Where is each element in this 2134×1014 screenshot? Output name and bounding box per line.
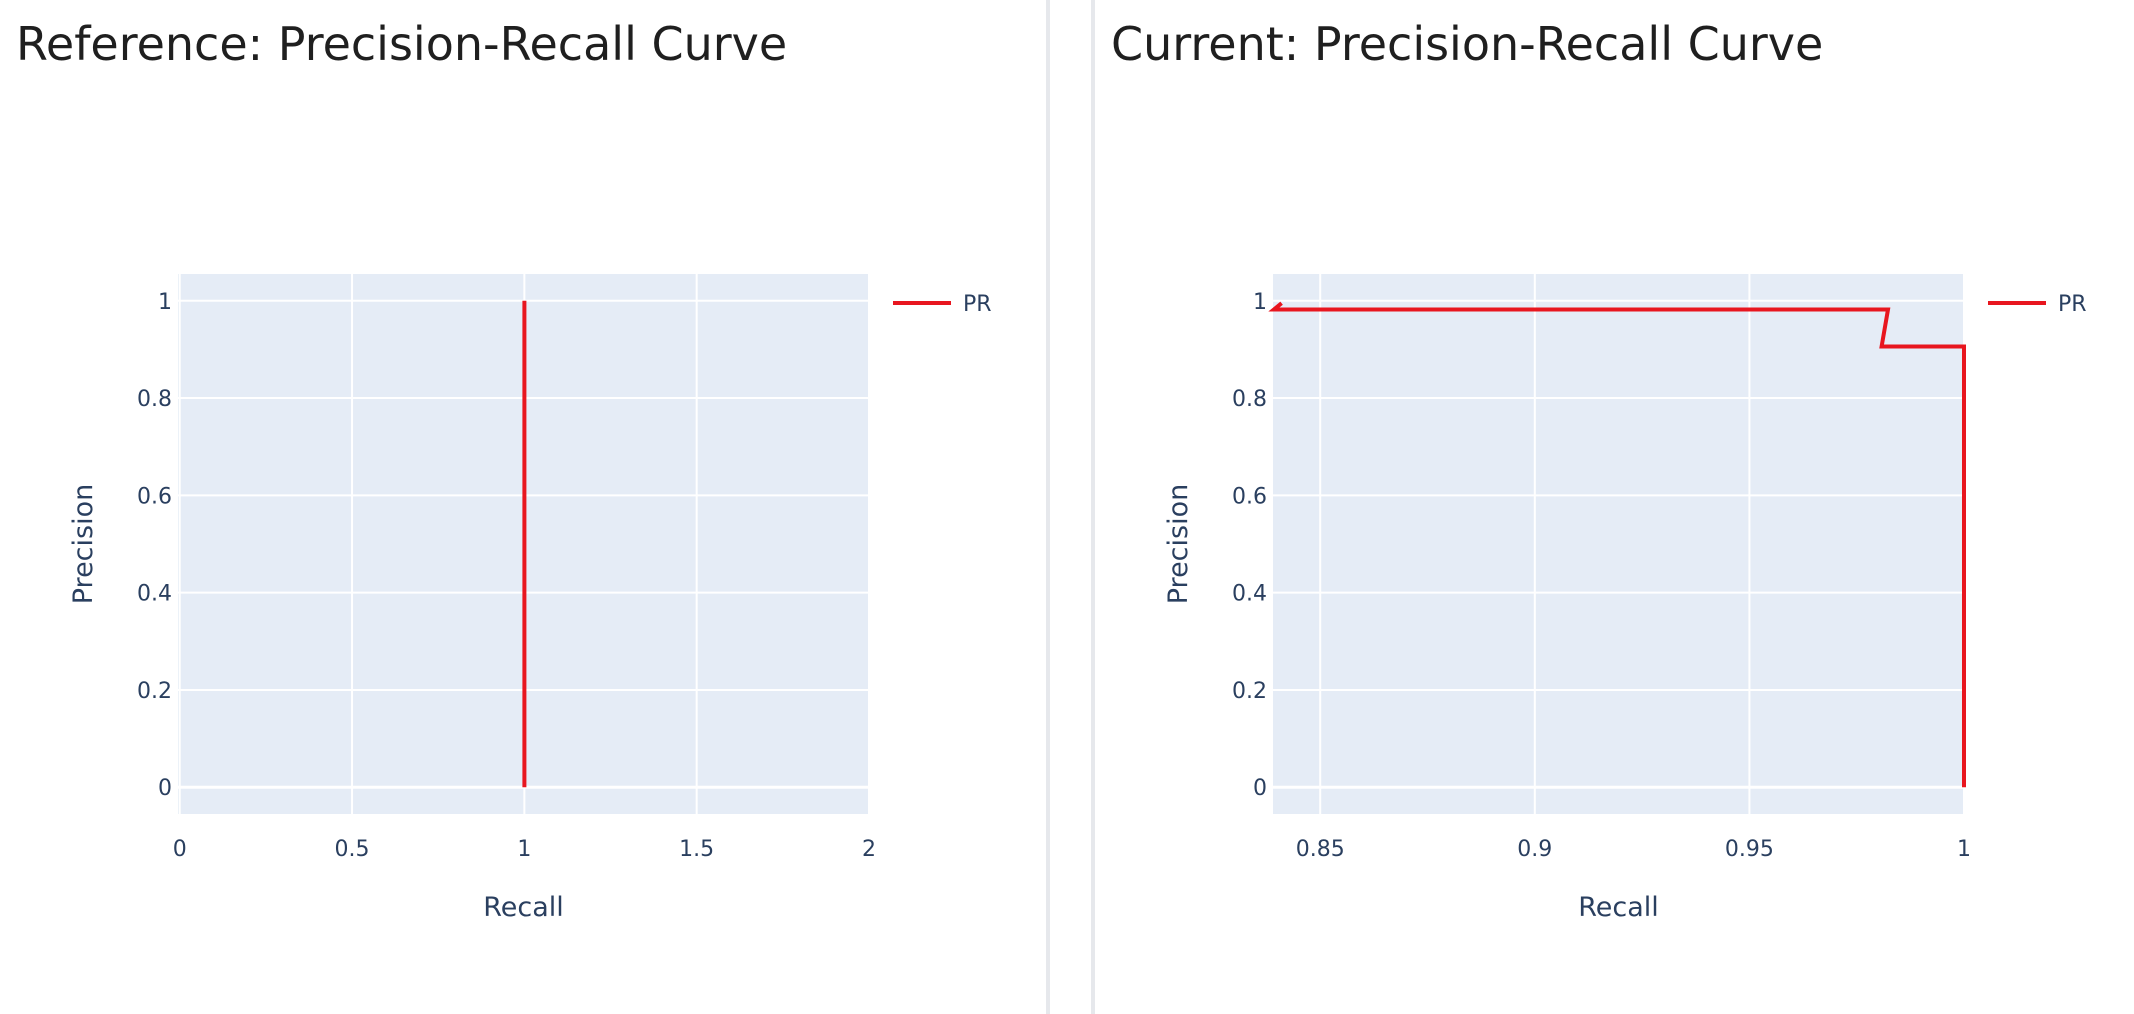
x-tick-label: 1 [517,837,531,862]
panel-divider [1091,0,1095,1014]
y-tick-label: 0.6 [137,484,172,509]
y-tick-label: 0 [1253,776,1267,801]
y-tick-label: 0 [158,776,172,801]
legend-label[interactable]: PR [963,292,992,317]
y-axis-title: Precision [68,484,99,604]
y-axis-title: Precision [1163,484,1194,604]
x-tick-label: 0.5 [335,837,370,862]
y-tick-label: 0.2 [1232,679,1267,704]
panel-title: Reference: Precision-Recall Curve [16,17,788,71]
x-axis-title: Recall [483,892,564,923]
x-axis-title: Recall [1578,892,1659,923]
y-tick-label: 0.4 [137,582,172,607]
y-tick-label: 1 [158,290,172,315]
panel-title: Current: Precision-Recall Curve [1111,17,1824,71]
x-tick-label: 2 [862,837,876,862]
x-tick-label: 0 [173,837,187,862]
x-tick-label: 1.5 [679,837,714,862]
series-line-pr [1268,301,1966,788]
x-tick-label: 0.95 [1725,837,1774,862]
current-panel: Current: Precision-Recall Curve 0.85 0.9 0… [1095,0,2134,1014]
y-tick-label: 0.6 [1232,484,1267,509]
x-tick-label: 1 [1957,837,1971,862]
reference-panel: Reference: Precision-Recall Curve 0 0.5 1 1… [0,0,1046,1014]
panel-divider [1046,0,1050,1014]
y-tick-label: 1 [1253,290,1267,315]
y-tick-label: 0.4 [1232,582,1267,607]
plot-area [1273,274,1964,814]
y-tick-label: 0.2 [137,679,172,704]
y-tick-label: 0.8 [137,387,172,412]
x-tick-label: 0.85 [1296,837,1345,862]
x-tick-label: 0.9 [1517,837,1552,862]
y-tick-label: 0.8 [1232,387,1267,412]
current-pr-chart: 0.85 0.9 0.95 1 0 0.2 0.4 0.6 0.8 1 Recall Precisio… [1163,274,2087,923]
reference-pr-chart: 0 0.5 1 1.5 2 0 0.2 0.4 0.6 0.8 1 Recall Precision PR [68,274,992,923]
legend-label[interactable]: PR [2058,292,2087,317]
